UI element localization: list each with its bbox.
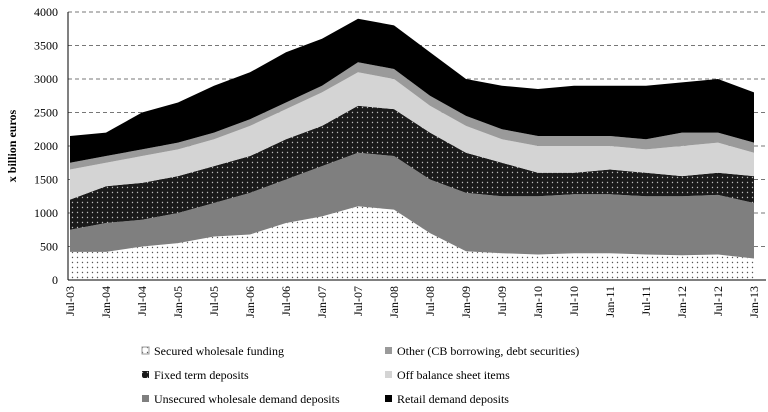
legend-label: Unsecured wholesale demand deposits	[154, 392, 340, 406]
x-tick-label: Jul-07	[351, 286, 365, 316]
x-tick-label: Jan-11	[603, 286, 617, 318]
y-axis-label: x billion euros	[5, 109, 19, 182]
x-tick-label: Jul-09	[495, 286, 509, 316]
x-tick-label: Jul-04	[135, 286, 149, 316]
legend-label: Off balance sheet items	[397, 368, 510, 382]
legend-label: Fixed term deposits	[154, 368, 249, 382]
area	[70, 72, 754, 200]
x-tick-label: Jan-06	[243, 286, 257, 318]
x-tick-label: Jan-04	[99, 286, 113, 318]
y-tick-label: 3000	[34, 72, 58, 86]
x-tick-label: Jan-05	[171, 286, 185, 318]
legend-label: Other (CB borrowing, debt securities)	[397, 344, 579, 358]
legend-swatch	[141, 346, 150, 355]
y-tick-label: 3500	[34, 39, 58, 53]
y-tick-label: 500	[40, 240, 58, 254]
y-tick-label: 1000	[34, 206, 58, 220]
y-tick-label: 2000	[34, 139, 58, 153]
y-tick-label: 4000	[34, 5, 58, 19]
legend-swatch	[385, 371, 392, 378]
area	[70, 62, 754, 170]
legend-swatch	[385, 347, 392, 354]
x-tick-label: Jan-10	[531, 286, 545, 318]
legend-label: Retail demand deposits	[397, 392, 509, 406]
x-tick-label: Jul-11	[639, 286, 653, 316]
x-tick-label: Jan-07	[315, 286, 329, 318]
area	[70, 18, 754, 163]
area	[70, 105, 754, 230]
x-tick-label: Jul-05	[207, 286, 221, 316]
x-tick-label: Jan-09	[459, 286, 473, 318]
y-tick-label: 2500	[34, 106, 58, 120]
x-tick-label: Jul-03	[63, 286, 77, 316]
y-tick-label: 1500	[34, 173, 58, 187]
area	[70, 206, 754, 280]
x-tick-label: Jan-13	[747, 286, 761, 318]
legend-label: Secured wholesale funding	[154, 344, 284, 358]
y-tick-label: 0	[52, 273, 58, 287]
x-tick-label: Jul-10	[567, 286, 581, 316]
legend-swatch	[142, 395, 149, 402]
x-tick-label: Jul-12	[711, 286, 725, 316]
legend-swatch	[142, 371, 149, 378]
x-tick-label: Jul-06	[279, 286, 293, 316]
x-tick-label: Jul-08	[423, 286, 437, 316]
x-tick-label: Jan-08	[387, 286, 401, 318]
area	[70, 152, 754, 259]
legend-swatch	[385, 395, 392, 402]
x-tick-label: Jan-12	[675, 286, 689, 318]
